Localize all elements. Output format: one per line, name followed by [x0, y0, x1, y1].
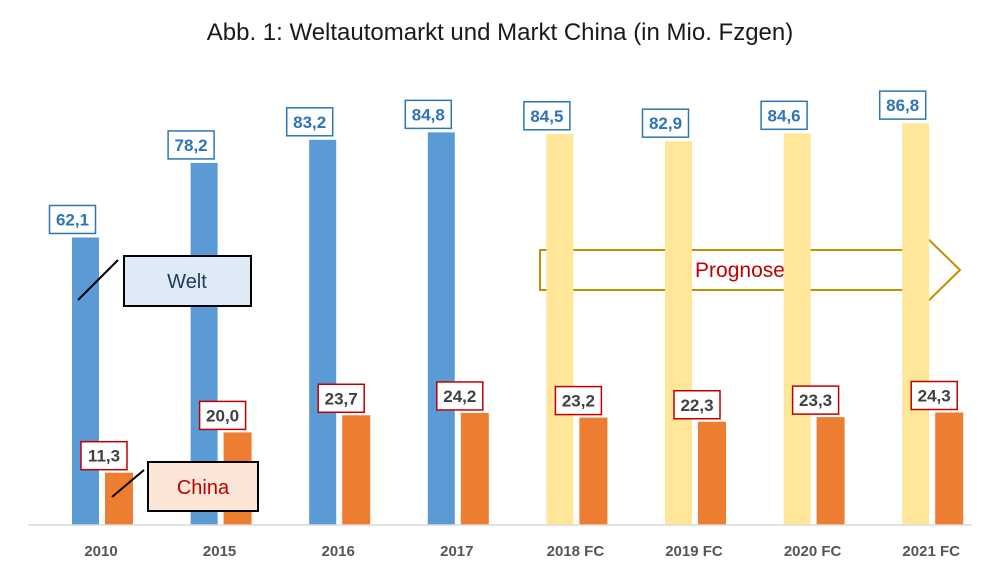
- data-label-china-7: 24,3: [918, 386, 951, 405]
- bar-welt-4: [546, 134, 573, 525]
- data-label-welt-3: 84,8: [412, 105, 445, 124]
- x-tick-6: 2020 FC: [784, 543, 842, 560]
- data-label-welt-5: 82,9: [649, 114, 682, 133]
- chart-title: Abb. 1: Weltautomarkt und Markt China (i…: [207, 19, 793, 46]
- legend-welt-label: Welt: [167, 271, 207, 293]
- bar-china-0: [105, 473, 133, 525]
- data-label-china-3: 24,2: [443, 387, 476, 406]
- x-tick-0: 2010: [84, 543, 117, 560]
- data-label-china-2: 23,7: [325, 389, 358, 408]
- prognose-arrow: Prognose: [540, 233, 960, 307]
- bar-welt-5: [665, 141, 692, 525]
- data-label-china-4: 23,2: [562, 392, 595, 411]
- prognose-arrow-label: Prognose: [695, 259, 785, 282]
- x-tick-1: 2015: [203, 543, 236, 560]
- x-tick-labels: 2010 2015 2016 2017 2018 FC 2019 FC 2020 FC 202…: [84, 543, 960, 560]
- data-label-china-5: 22,3: [680, 396, 713, 415]
- bar-china-4: [579, 418, 607, 525]
- bar-welt-7: [902, 123, 929, 525]
- legend-welt: Welt: [78, 256, 251, 306]
- data-label-china-1: 20,0: [206, 406, 239, 425]
- data-label-welt-0: 62,1: [56, 210, 89, 229]
- bar-welt-6: [784, 133, 811, 525]
- bar-welt-3: [428, 132, 455, 525]
- bar-welt-2: [309, 140, 336, 525]
- bar-china-7: [935, 412, 963, 525]
- data-label-china-0: 11,3: [88, 447, 120, 466]
- x-tick-4: 2018 FC: [547, 543, 605, 560]
- data-label-welt-6: 84,6: [768, 106, 801, 125]
- legend-china: China: [112, 462, 258, 511]
- data-label-welt-2: 83,2: [293, 113, 326, 132]
- x-tick-5: 2019 FC: [665, 543, 723, 560]
- bar-china-5: [698, 422, 726, 525]
- x-tick-7: 2021 FC: [902, 543, 960, 560]
- bar-china-6: [817, 417, 845, 525]
- data-label-china-6: 23,3: [799, 391, 832, 410]
- x-tick-2: 2016: [322, 543, 355, 560]
- data-label-welt-7: 86,8: [886, 96, 919, 115]
- data-label-welt-4: 84,5: [530, 107, 563, 126]
- bar-china-3: [461, 413, 489, 525]
- legend-china-label: China: [177, 477, 230, 499]
- bar-welt-0: [72, 237, 99, 525]
- bar-china-2: [342, 415, 370, 525]
- data-label-welt-1: 78,2: [175, 136, 208, 155]
- x-tick-3: 2017: [440, 543, 473, 560]
